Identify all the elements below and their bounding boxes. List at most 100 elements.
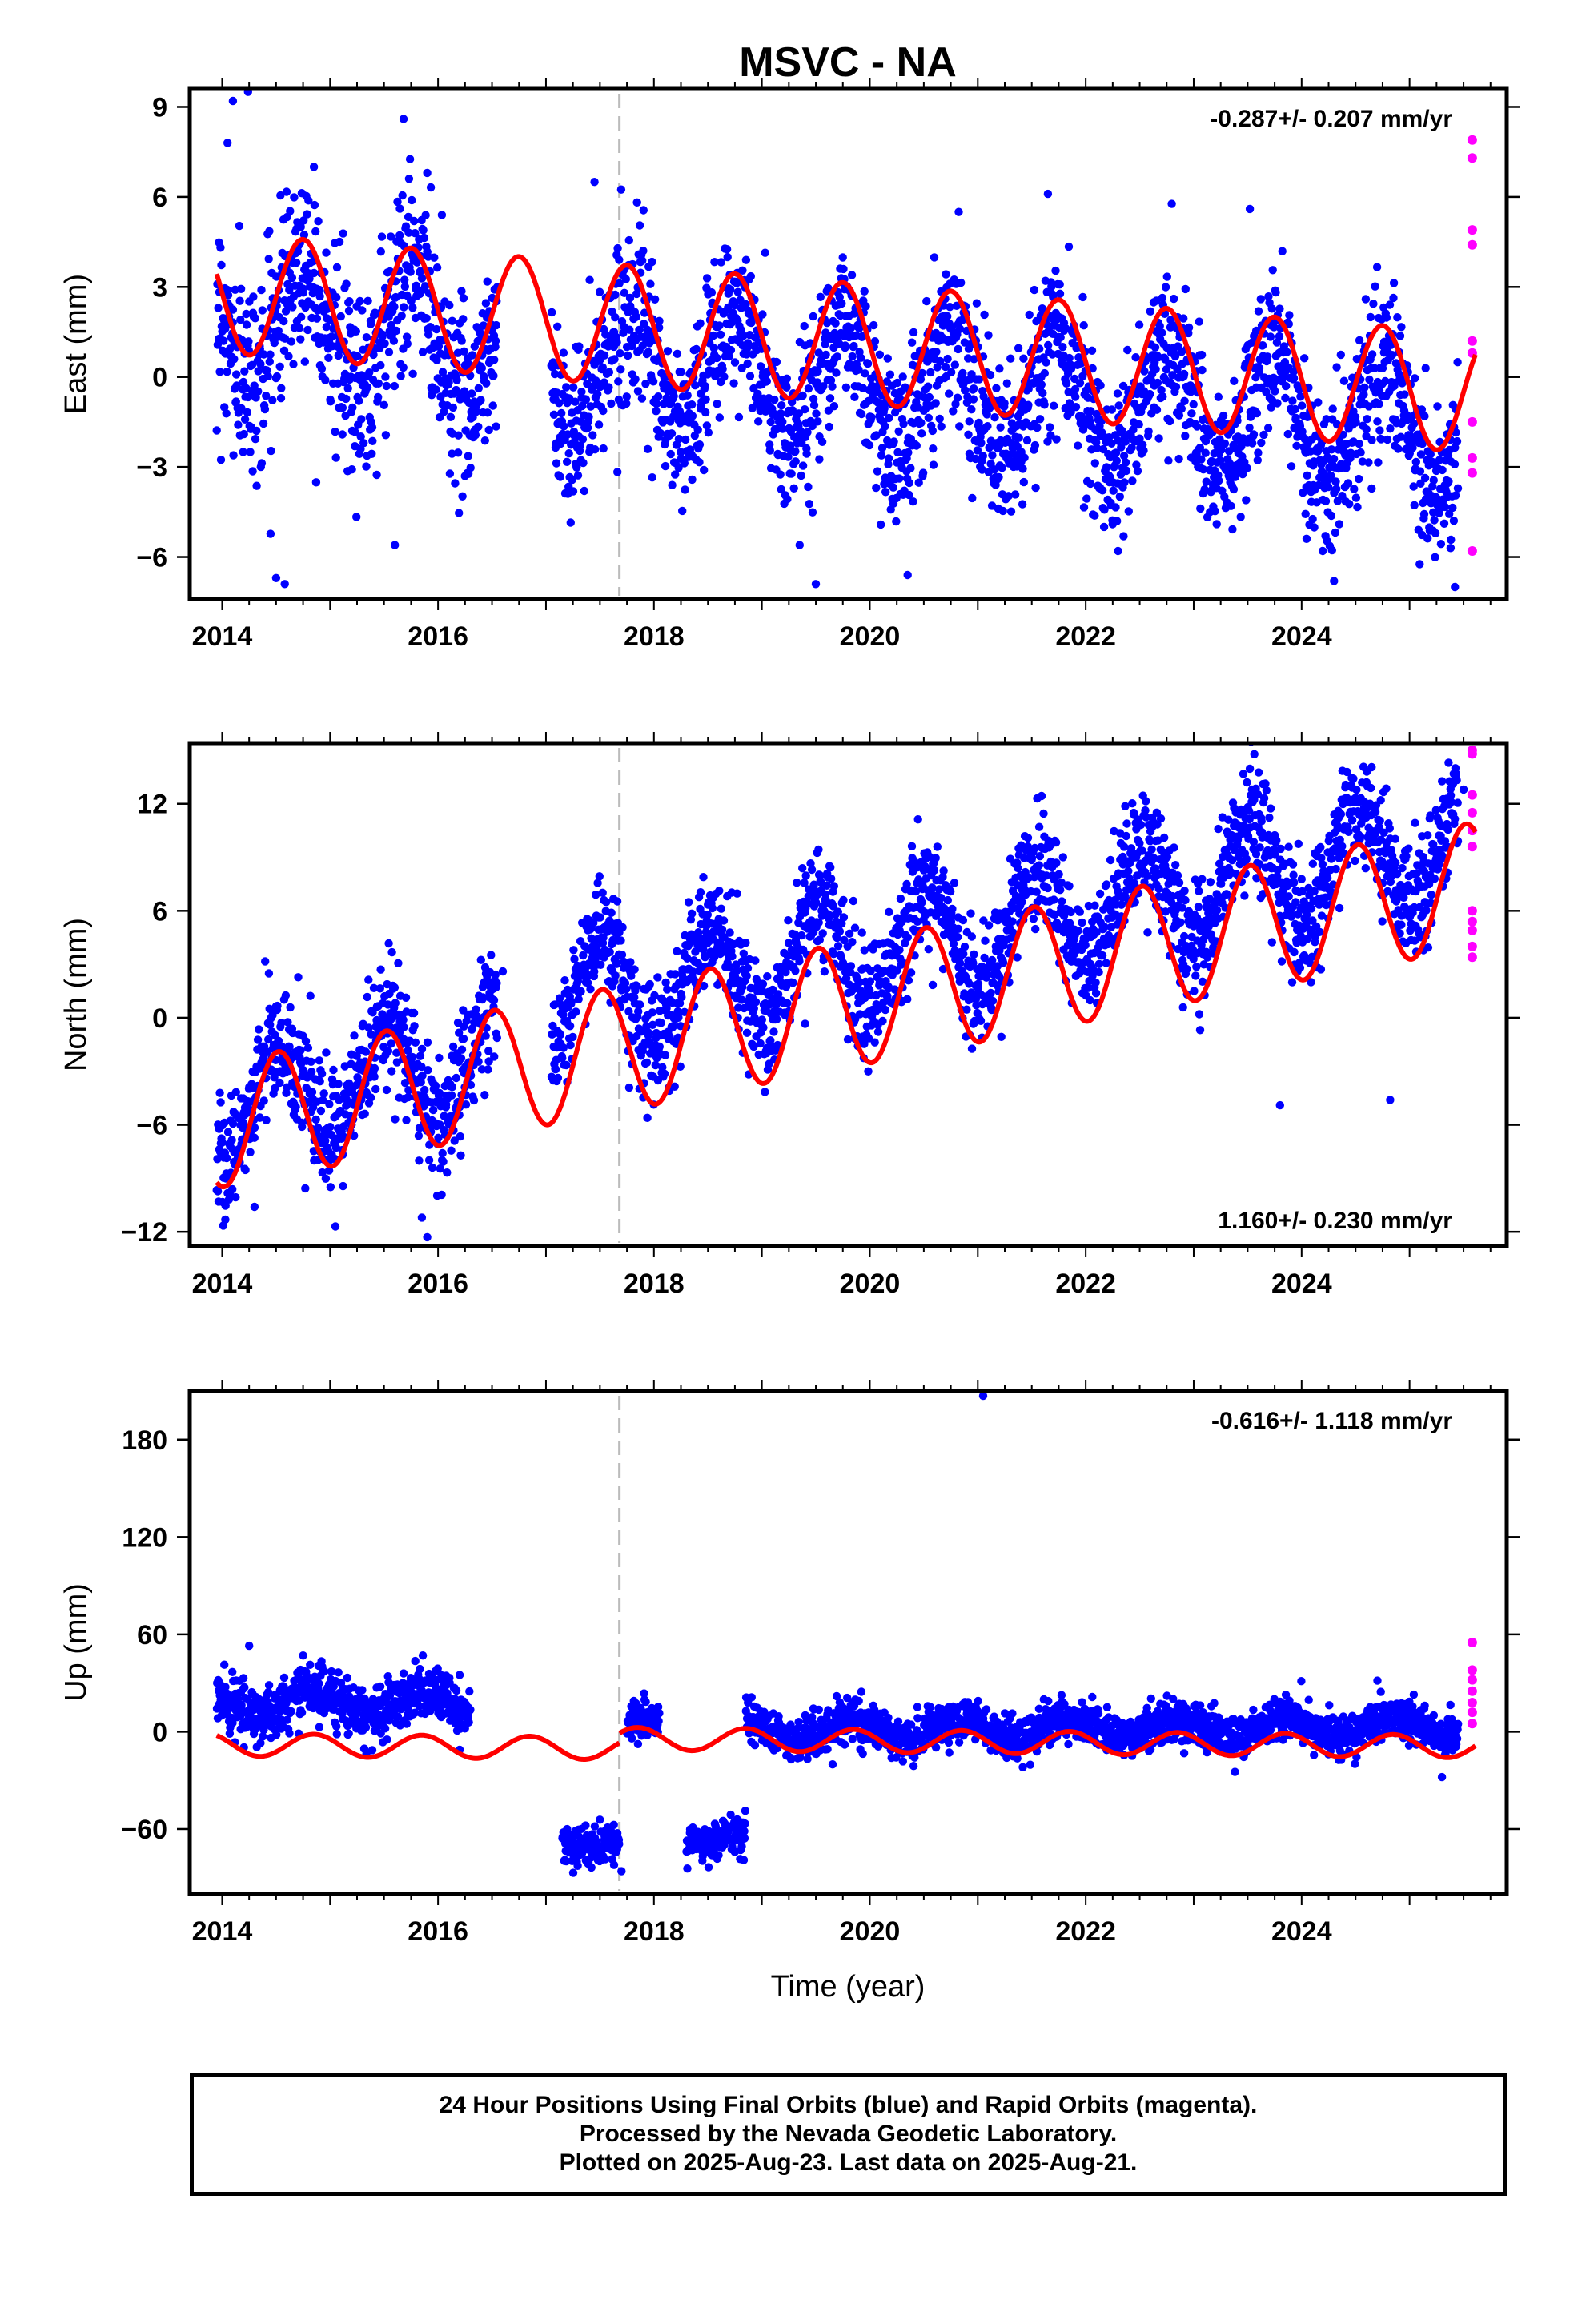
data-point-final (275, 362, 284, 371)
data-point-final (444, 378, 453, 387)
data-point-final (715, 887, 724, 895)
data-point-final (1002, 379, 1012, 388)
data-point-final (1408, 444, 1417, 452)
data-point-final (1052, 919, 1062, 927)
data-point-rapid (1467, 135, 1477, 145)
data-point-final (476, 955, 485, 964)
data-point-final (723, 252, 732, 262)
data-point-final (565, 1022, 575, 1031)
data-point-final (894, 427, 903, 436)
data-point-final (837, 919, 846, 928)
data-point-final (576, 441, 584, 450)
data-point-final (409, 1008, 419, 1018)
data-point-final (671, 970, 680, 979)
data-point-final (1308, 514, 1317, 524)
data-point-final (942, 270, 950, 279)
data-point-final (611, 971, 620, 980)
data-point-final (1056, 886, 1065, 895)
data-point-final (303, 1043, 313, 1052)
data-point-final (961, 386, 970, 395)
data-point-final (1256, 295, 1266, 304)
data-point-final (893, 448, 902, 457)
data-point-final (700, 465, 709, 475)
data-point-final (970, 950, 978, 959)
data-point-final (630, 993, 639, 1002)
data-point-final (983, 422, 992, 431)
data-point-final (418, 348, 428, 356)
data-point-final (797, 471, 805, 480)
data-point-final (1043, 883, 1052, 893)
data-point-final (381, 431, 391, 440)
data-point-final (600, 351, 609, 360)
data-point-final (1019, 477, 1029, 487)
data-point-final (925, 392, 934, 402)
data-point-final (390, 983, 400, 992)
data-point-final (1066, 907, 1075, 917)
data-point-final (713, 353, 721, 363)
data-point-final (294, 973, 303, 982)
data-point-final (351, 428, 359, 436)
data-point-final (967, 405, 976, 414)
data-point-final (591, 445, 600, 454)
data-point-final (1098, 486, 1107, 495)
data-point-final (1167, 199, 1176, 208)
data-point-final (1084, 901, 1094, 911)
data-point-final (980, 310, 989, 320)
data-point-final (1030, 843, 1039, 853)
rate-annotation: -0.287+/- 0.207 mm/yr (1210, 106, 1452, 132)
data-point-final (860, 946, 869, 955)
data-point-final (552, 459, 561, 468)
data-point-final (613, 468, 622, 476)
data-point-final (833, 933, 841, 943)
data-point-final (578, 435, 588, 444)
data-point-final (1416, 450, 1426, 459)
data-point-final (933, 842, 942, 851)
data-point-final (1062, 324, 1070, 333)
data-point-final (348, 403, 357, 412)
data-point-final (1099, 522, 1109, 532)
data-point-final (960, 989, 969, 998)
data-point-final (300, 357, 309, 366)
data-point-final (491, 336, 500, 345)
data-point-final (661, 1051, 670, 1059)
data-point-final (643, 444, 652, 453)
data-point-final (898, 372, 907, 381)
data-point-final (1303, 471, 1311, 480)
data-point-final (627, 971, 636, 980)
data-point-final (795, 541, 804, 549)
data-point-final (1144, 427, 1153, 436)
data-point-final (612, 959, 621, 968)
data-point-final (1431, 553, 1439, 561)
data-point-final (1328, 404, 1337, 413)
data-point-final (641, 380, 650, 388)
data-point-final (586, 985, 595, 994)
data-point-final (417, 1044, 427, 1054)
data-point-final (616, 936, 625, 945)
data-point-final (1369, 300, 1378, 308)
data-point-final (640, 308, 649, 317)
data-point-final (424, 1156, 434, 1164)
data-point-final (832, 368, 841, 377)
data-point-final (704, 428, 713, 437)
data-point-final (363, 296, 372, 305)
data-point-final (213, 1155, 222, 1164)
data-point-final (710, 258, 719, 267)
data-point-final (1064, 242, 1074, 251)
data-point-rapid (1467, 153, 1477, 163)
data-point-final (242, 320, 251, 329)
data-point-final (677, 368, 685, 376)
data-point-final (562, 1060, 571, 1070)
data-point-final (1092, 444, 1102, 452)
data-point-final (784, 916, 793, 925)
data-point-final (719, 916, 729, 925)
data-point-final (1120, 478, 1129, 487)
data-point-final (622, 392, 631, 401)
data-point-final (857, 409, 866, 419)
data-point-final (376, 360, 385, 370)
data-point-final (335, 1095, 344, 1104)
data-point-final (474, 1057, 483, 1066)
data-point-final (1248, 439, 1257, 448)
data-point-final (1291, 404, 1300, 414)
data-point-final (596, 960, 605, 970)
